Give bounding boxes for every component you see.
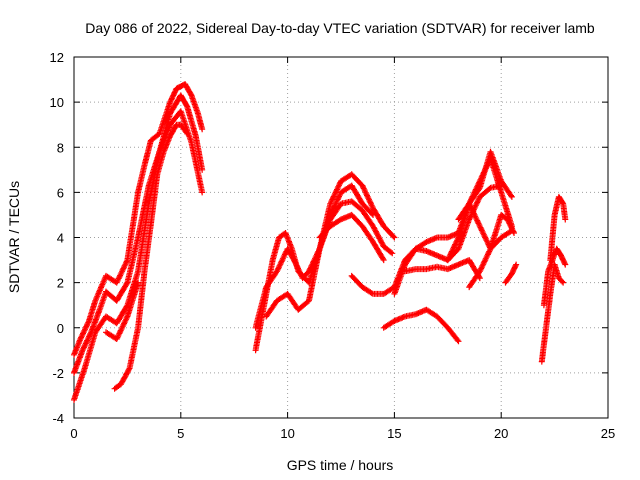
series-track-13 [402,257,483,282]
grid [74,57,608,418]
y-tick-label: 12 [50,50,64,65]
y-tick-label: 4 [57,231,64,246]
axis-ticks: 0 5 10 15 20 25 -4 -2 0 2 4 6 8 10 12 [50,50,616,441]
series-track-15 [455,155,515,230]
y-tick-label: -2 [52,366,64,381]
data-marker-track [540,245,569,309]
data-marker-track [455,155,515,230]
y-axis-label: SDTVAR / TECUs [6,181,22,293]
series-track-2 [71,92,206,376]
x-axis-label: GPS time / hours [287,457,394,473]
series-track-5 [103,279,142,342]
data-marker-track [252,171,398,354]
data-marker-track [316,211,387,264]
y-tick-label: 10 [50,95,64,110]
series-track-1 [71,81,206,358]
data-marker-track [111,121,191,392]
y-tick-label: 8 [57,140,64,155]
data-marker-track [402,257,483,282]
x-tick-label: 5 [177,426,184,441]
data-marker-track [71,108,206,403]
x-tick-label: 20 [494,426,508,441]
y-tick-label: 0 [57,321,64,336]
series-track-4 [111,121,191,392]
data-marker-track [380,306,462,345]
data-marker-track [547,193,569,264]
y-tick-label: 6 [57,185,64,200]
series-track-12 [380,306,462,345]
data-marker-track [538,261,567,365]
x-tick-label: 10 [280,426,294,441]
series-track-9 [316,211,387,264]
data-marker-track [71,92,206,376]
series-track-17 [502,261,520,286]
data-marker-track [502,261,520,286]
series-track-18 [538,261,567,365]
y-tick-label: -4 [52,411,64,426]
series-track-20 [547,193,569,264]
data-marker-track [103,279,142,342]
data-marker-track [466,227,515,291]
chart-title: Day 086 of 2022, Sidereal Day-to-day VTE… [85,20,595,36]
y-tick-label: 2 [57,276,64,291]
data-marker-track [71,81,206,358]
x-tick-label: 0 [70,426,77,441]
series-track-6 [252,171,398,354]
series-track-16 [466,227,515,291]
series-track-3 [71,108,206,403]
x-tick-label: 15 [387,426,401,441]
data-points [71,81,569,403]
series-track-19 [540,245,569,309]
x-tick-label: 25 [601,426,615,441]
